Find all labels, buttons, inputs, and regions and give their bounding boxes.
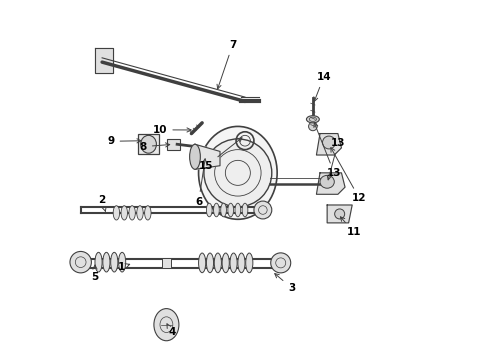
Ellipse shape	[137, 206, 143, 220]
Text: 5: 5	[92, 265, 98, 282]
Ellipse shape	[214, 253, 221, 273]
Text: 7: 7	[217, 40, 236, 89]
Text: 3: 3	[275, 274, 295, 293]
Ellipse shape	[113, 206, 120, 220]
Ellipse shape	[220, 203, 226, 217]
Circle shape	[270, 253, 291, 273]
Ellipse shape	[198, 253, 206, 273]
Circle shape	[309, 122, 317, 131]
Ellipse shape	[154, 309, 179, 341]
Text: 8: 8	[140, 141, 170, 152]
Text: 13: 13	[314, 123, 342, 179]
Circle shape	[204, 139, 272, 207]
Ellipse shape	[206, 253, 214, 273]
Ellipse shape	[206, 203, 212, 217]
Circle shape	[254, 201, 272, 219]
Polygon shape	[327, 205, 352, 223]
Text: 11: 11	[341, 217, 361, 237]
Text: 9: 9	[107, 136, 141, 146]
Text: 6: 6	[195, 159, 207, 207]
Circle shape	[335, 209, 344, 219]
Ellipse shape	[230, 253, 237, 273]
Circle shape	[70, 251, 92, 273]
Ellipse shape	[103, 252, 110, 272]
Polygon shape	[317, 134, 342, 155]
Ellipse shape	[228, 203, 234, 217]
Ellipse shape	[119, 252, 126, 272]
Ellipse shape	[222, 253, 229, 273]
Ellipse shape	[198, 126, 277, 219]
Ellipse shape	[238, 253, 245, 273]
Ellipse shape	[121, 206, 127, 220]
Text: 4: 4	[167, 324, 175, 337]
Text: 13: 13	[327, 138, 345, 180]
Ellipse shape	[214, 203, 220, 217]
Ellipse shape	[242, 203, 248, 217]
Text: 10: 10	[153, 125, 191, 135]
Bar	[162, 258, 171, 268]
Circle shape	[322, 136, 335, 149]
Ellipse shape	[129, 206, 135, 220]
Ellipse shape	[235, 203, 241, 217]
Text: 1: 1	[118, 262, 130, 272]
Text: 14: 14	[314, 72, 331, 102]
Polygon shape	[195, 144, 220, 169]
Ellipse shape	[320, 175, 334, 188]
Text: 12: 12	[331, 148, 367, 203]
Bar	[167, 139, 180, 150]
Ellipse shape	[306, 116, 319, 123]
Polygon shape	[317, 173, 345, 194]
Polygon shape	[95, 48, 113, 73]
Ellipse shape	[111, 252, 118, 272]
Ellipse shape	[141, 135, 156, 153]
Bar	[138, 134, 159, 154]
Ellipse shape	[190, 144, 200, 169]
Text: 15: 15	[198, 138, 242, 171]
Ellipse shape	[245, 253, 253, 273]
Ellipse shape	[95, 252, 102, 272]
Ellipse shape	[145, 206, 151, 220]
Text: 2: 2	[98, 195, 106, 211]
